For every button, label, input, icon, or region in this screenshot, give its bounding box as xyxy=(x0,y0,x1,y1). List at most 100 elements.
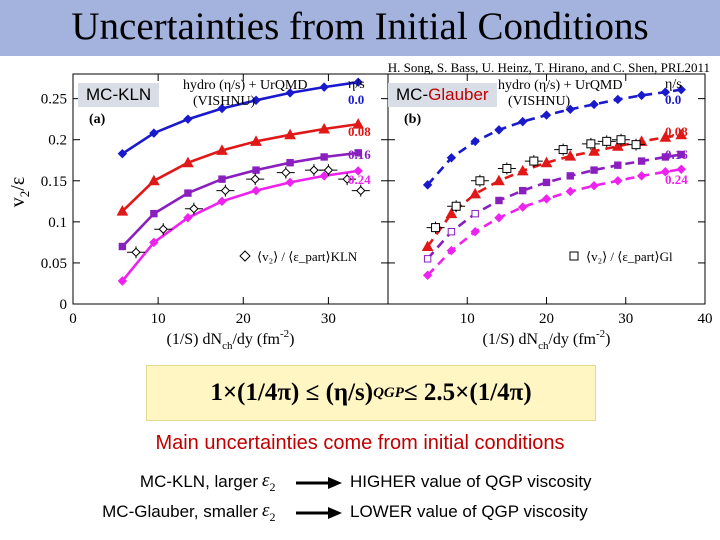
series-point xyxy=(470,136,480,147)
series-point xyxy=(676,84,686,95)
legend-header-sub: (VISHNU) xyxy=(508,94,571,109)
series-point xyxy=(540,156,553,168)
series-point xyxy=(659,131,672,142)
y-tick-label: 0.05 xyxy=(41,256,67,272)
series-point xyxy=(518,202,528,212)
epsilon-symbol: ε2 xyxy=(262,500,276,524)
series-point xyxy=(445,207,458,219)
series-point xyxy=(217,103,227,114)
y-tick-label: 0.1 xyxy=(48,215,67,231)
legend-header: hydro (η/s) + UrQMD xyxy=(183,78,307,93)
citation: H. Song, S. Bass, U. Heinz, T. Hirano, a… xyxy=(387,60,710,75)
series-point xyxy=(590,166,598,174)
data-point xyxy=(158,224,168,234)
data-legend-label: ⟨v₂⟩ / ⟨ε_part⟩Gl xyxy=(586,249,673,264)
series-point xyxy=(542,178,551,187)
epsilon-symbol: ε2 xyxy=(262,470,276,494)
main-message: Main uncertainties come from initial con… xyxy=(155,432,565,454)
legend-value: 0.16 xyxy=(348,147,371,162)
y-tick-label: 0.15 xyxy=(41,174,67,190)
title-bar xyxy=(0,0,720,56)
row-label: MC-KLN, larger xyxy=(139,472,258,491)
series-point xyxy=(613,94,623,105)
series-point xyxy=(285,88,295,98)
series-point xyxy=(518,116,528,127)
right-arrow-icon xyxy=(296,507,342,519)
series-point xyxy=(516,164,529,176)
data-legend-marker xyxy=(239,250,251,262)
series-point xyxy=(149,237,159,248)
x-tick-label: 40 xyxy=(698,311,713,327)
series-point xyxy=(353,77,363,87)
series-point xyxy=(217,196,227,207)
data-point xyxy=(475,176,485,186)
conclusion-row-glauber: MC-Glauber, smaller ε2 LOWER value of QG… xyxy=(0,500,720,528)
legend-eta: η/s xyxy=(665,77,682,92)
series-point xyxy=(218,175,226,183)
y-tick-label: 0.2 xyxy=(48,133,67,149)
series-point xyxy=(519,186,527,195)
x-tick-label: 20 xyxy=(236,311,251,327)
series-point xyxy=(318,123,330,134)
series-point xyxy=(588,145,600,156)
data-point xyxy=(131,247,141,257)
series-point xyxy=(320,153,328,161)
series-point xyxy=(422,270,433,280)
series-point xyxy=(611,140,624,151)
series-point xyxy=(183,114,193,124)
x-tick-label: 10 xyxy=(460,311,475,327)
series-point xyxy=(566,172,574,180)
series-line-0.16 xyxy=(121,151,359,248)
series-point xyxy=(636,90,647,101)
row-label: MC-Glauber, smaller xyxy=(102,502,258,521)
data-point xyxy=(250,174,260,184)
series-line-0.08 xyxy=(426,133,682,248)
data-legend-marker xyxy=(569,251,579,261)
data-point xyxy=(342,174,352,184)
x-tick-label: 30 xyxy=(618,311,633,327)
series-point xyxy=(495,196,503,205)
series-point xyxy=(660,87,671,97)
legend-value: 0.24 xyxy=(665,172,688,187)
x-axis-label: (1/S) dNch/dy (fm-2) xyxy=(483,328,611,352)
series-point xyxy=(117,148,128,159)
data-point xyxy=(281,167,291,178)
series-point xyxy=(541,110,552,120)
series-point xyxy=(216,144,228,155)
series-point xyxy=(117,276,128,286)
series-point xyxy=(471,209,479,218)
conclusion-row-kln: MC-KLN, larger ε2 HIGHER value of QGP vi… xyxy=(0,470,720,498)
tag-glauber-prefix: MC- xyxy=(396,85,429,104)
y-tick-label: 0.25 xyxy=(41,92,67,108)
formula-subscript: QGP xyxy=(373,384,404,401)
legend-value: 0.24 xyxy=(348,172,371,187)
series-point xyxy=(446,153,457,163)
series-point xyxy=(494,213,504,223)
series-point xyxy=(470,227,480,237)
x-tick-label: 30 xyxy=(321,311,336,327)
data-point xyxy=(529,156,539,166)
series-point xyxy=(423,255,432,263)
panel-b: 10 20 30 40 (b) hydro (η/s) + UrQMD(VISHNU) η/… xyxy=(387,73,713,352)
legend-eta: η/s xyxy=(348,77,365,92)
data-point xyxy=(558,145,568,155)
series-point xyxy=(285,177,295,188)
data-legend-label: ⟨v₂⟩ / ⟨ε_part⟩KLN xyxy=(257,249,358,264)
data-point xyxy=(309,165,319,175)
series-line-0.16 xyxy=(426,153,682,260)
series-point xyxy=(422,180,433,190)
data-point xyxy=(323,165,334,175)
series-point xyxy=(469,187,482,199)
series-point xyxy=(184,189,192,197)
series-point xyxy=(284,128,296,140)
legend-value: 0.16 xyxy=(665,147,688,162)
legend-value: 0.0 xyxy=(665,92,681,107)
data-point xyxy=(431,223,441,233)
series-point xyxy=(589,181,599,191)
data-point xyxy=(616,135,626,145)
series-point xyxy=(565,186,575,197)
series-point xyxy=(319,82,329,92)
x-tick-label: 20 xyxy=(539,311,554,327)
series-point xyxy=(660,167,671,177)
figure-v2-over-epsilon: 0 0.05 0.1 0.15 0.2 0.25 0 10 20 30 (a) hydro (η/s)… xyxy=(7,73,713,352)
